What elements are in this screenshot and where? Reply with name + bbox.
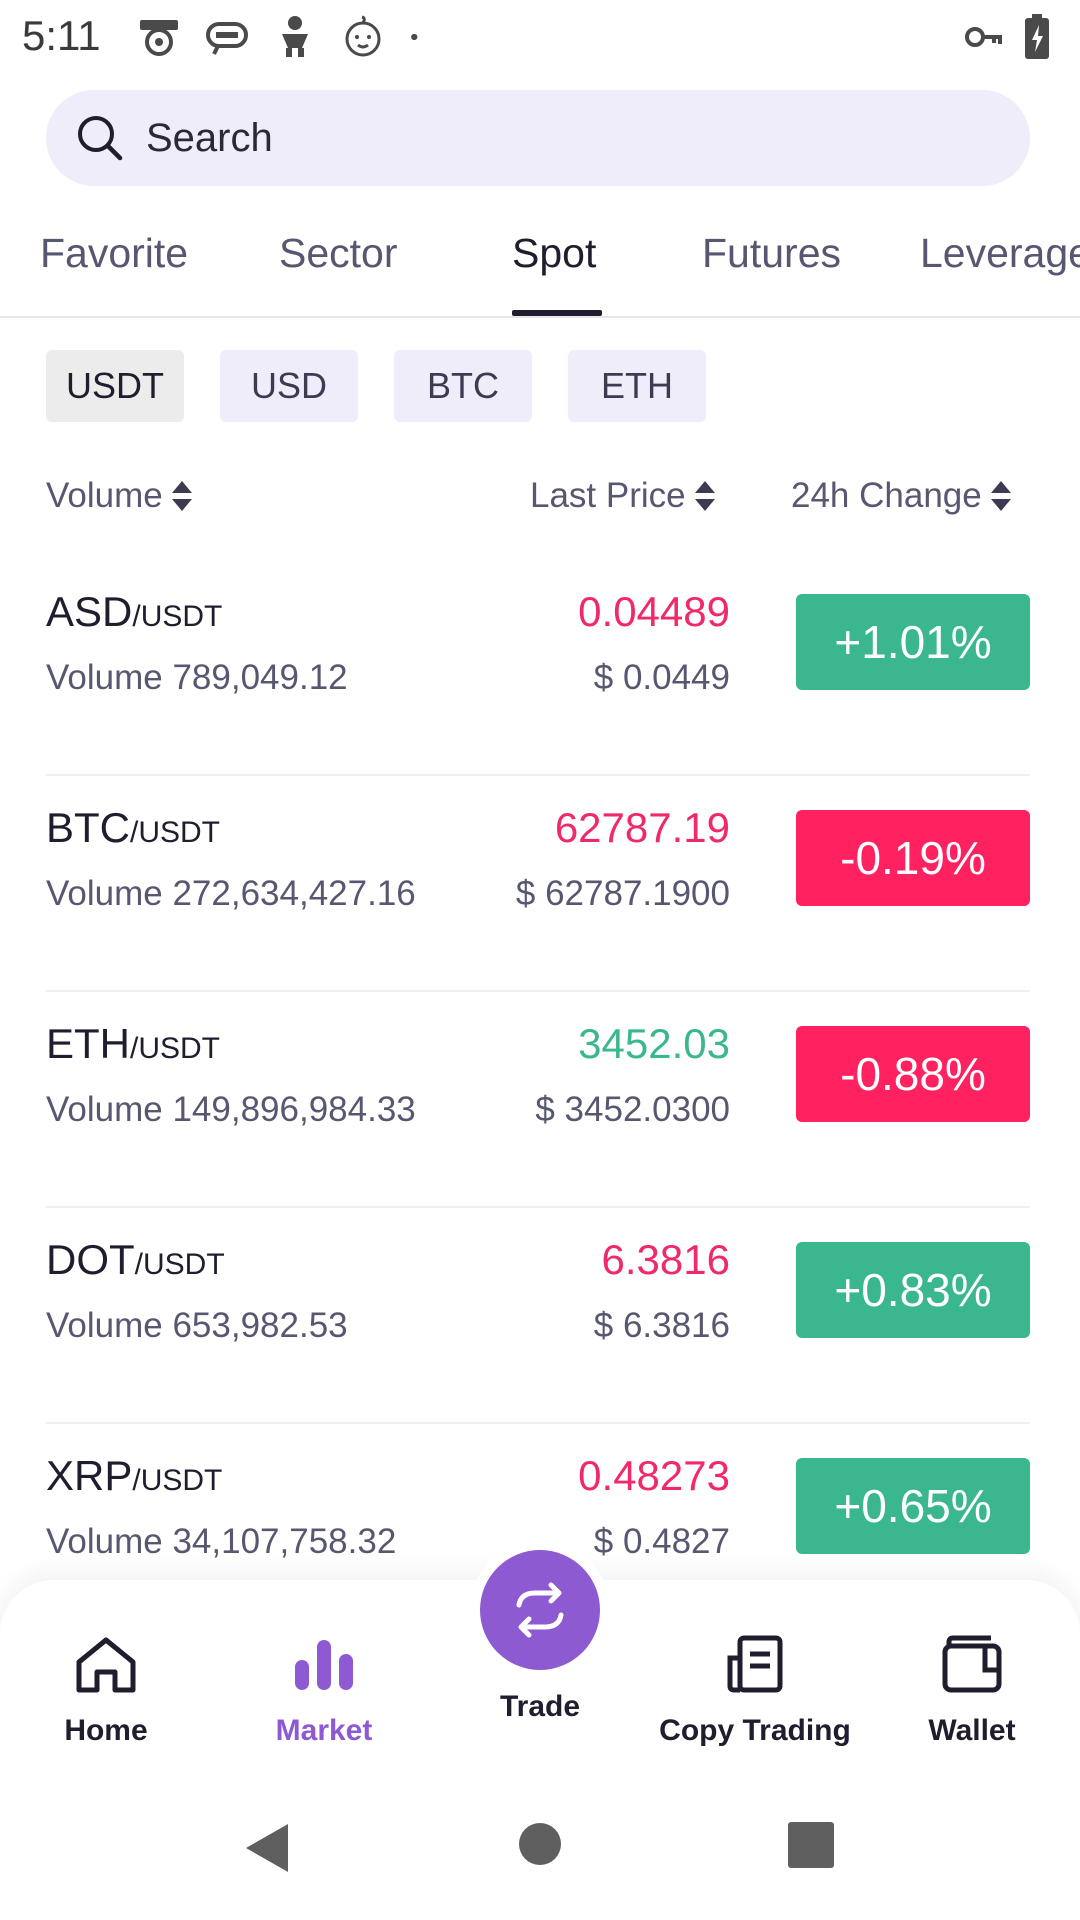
- pair-name: ETH/USDT: [46, 1020, 220, 1068]
- tab-favorite[interactable]: Favorite: [40, 230, 189, 276]
- pair-name: DOT/USDT: [46, 1236, 225, 1284]
- change-badge: +1.01%: [796, 594, 1030, 690]
- sort-icon: [694, 481, 715, 511]
- nav-trade-label: Trade: [499, 1690, 581, 1723]
- change-badge: +0.65%: [796, 1458, 1030, 1554]
- quote-currency-chips: USDT USD BTC ETH: [46, 350, 706, 422]
- market-tabs: Favorite Sector Spot Futures Leverage: [0, 220, 1080, 318]
- change-badge: +0.83%: [796, 1242, 1030, 1338]
- quote-symbol: /USDT: [134, 1248, 225, 1281]
- quote-symbol: /USDT: [130, 1032, 220, 1065]
- pair-name: XRP/USDT: [46, 1452, 222, 1500]
- volume-text: Volume 149,896,984.33: [46, 1090, 416, 1129]
- nav-market[interactable]: Market: [224, 1630, 424, 1748]
- sort-24h-change[interactable]: 24h Change: [791, 476, 1012, 516]
- notification-icons: [136, 14, 432, 60]
- trade-button[interactable]: [480, 1550, 600, 1670]
- home-circle-icon[interactable]: [518, 1822, 562, 1866]
- nav-home[interactable]: Home: [6, 1630, 206, 1748]
- chip-usd[interactable]: USD: [220, 350, 358, 422]
- tab-sector[interactable]: Sector: [279, 230, 398, 276]
- last-price: 0.04489: [578, 588, 730, 635]
- volume-text: Volume 272,634,427.16: [46, 874, 416, 913]
- home-icon: [76, 1637, 136, 1693]
- sort-last-price[interactable]: Last Price: [530, 476, 716, 516]
- fiat-price: $ 62787.1900: [515, 874, 730, 913]
- status-bar: 5:11: [0, 0, 1080, 78]
- tab-futures[interactable]: Futures: [702, 230, 841, 276]
- wallet-icon: [942, 1635, 1002, 1693]
- fiat-price: $ 6.3816: [593, 1306, 730, 1345]
- search-input[interactable]: [146, 115, 946, 161]
- change-badge: -0.19%: [796, 810, 1030, 906]
- quote-symbol: /USDT: [132, 600, 223, 633]
- pair-name: BTC/USDT: [46, 804, 220, 852]
- search-bar[interactable]: [46, 90, 1030, 186]
- base-symbol: ASD: [46, 588, 133, 635]
- active-tab-indicator: [512, 310, 602, 316]
- quote-symbol: /USDT: [130, 816, 220, 849]
- market-icon: [295, 1640, 353, 1690]
- dot-icon: [411, 33, 418, 41]
- tab-spot[interactable]: Spot: [512, 230, 597, 276]
- sort-icon: [990, 481, 1011, 511]
- fiat-price: $ 0.0449: [593, 658, 730, 697]
- quote-symbol: /USDT: [132, 1464, 223, 1497]
- market-row[interactable]: DOT/USDT Volume 653,982.53 6.3816 $ 6.38…: [46, 1208, 1030, 1424]
- fiat-price: $ 3452.0300: [535, 1090, 730, 1129]
- nav-copy-trading[interactable]: Copy Trading: [655, 1630, 855, 1748]
- copy-trading-icon: [727, 1635, 783, 1693]
- pair-name: ASD/USDT: [46, 588, 222, 636]
- market-row[interactable]: XRP/USDT Volume 34,107,758.32 0.48273 $ …: [46, 1424, 1030, 1640]
- sort-volume[interactable]: Volume: [46, 476, 193, 516]
- trade-swap-icon: [516, 1582, 564, 1638]
- fiat-price: $ 0.4827: [593, 1522, 730, 1561]
- face-notification-icon: [345, 15, 381, 57]
- battery-charging-icon: [1025, 14, 1049, 59]
- last-price: 62787.19: [554, 804, 730, 851]
- camera-notification-icon: [140, 20, 178, 56]
- search-icon: [78, 116, 123, 161]
- column-headers: Volume Last Price 24h Change: [0, 470, 1080, 520]
- nav-wallet-label: Wallet: [928, 1714, 1016, 1747]
- nav-market-label: Market: [275, 1714, 373, 1747]
- change-badge: -0.88%: [796, 1026, 1030, 1122]
- status-right: [964, 14, 1050, 60]
- baby-notification-icon: [282, 16, 308, 57]
- sort-icon: [171, 481, 192, 511]
- chip-btc[interactable]: BTC: [394, 350, 532, 422]
- system-navigation-bar: [0, 1770, 1080, 1920]
- recents-icon[interactable]: [788, 1822, 834, 1868]
- base-symbol: BTC: [46, 804, 130, 851]
- market-row[interactable]: BTC/USDT Volume 272,634,427.16 62787.19 …: [46, 776, 1030, 992]
- game-notification-icon: [206, 22, 248, 55]
- last-price: 3452.03: [578, 1020, 730, 1067]
- market-list: ASD/USDT Volume 789,049.12 0.04489 $ 0.0…: [46, 560, 1030, 1640]
- market-row[interactable]: ASD/USDT Volume 789,049.12 0.04489 $ 0.0…: [46, 560, 1030, 776]
- volume-header-label: Volume: [46, 476, 163, 515]
- nav-wallet[interactable]: Wallet: [872, 1630, 1072, 1748]
- vpn-key-icon: [965, 27, 1002, 47]
- bottom-navigation: Home Market Trade Copy Trading: [0, 1550, 1080, 1770]
- market-row[interactable]: ETH/USDT Volume 149,896,984.33 3452.03 $…: [46, 992, 1030, 1208]
- volume-text: Volume 789,049.12: [46, 658, 348, 697]
- last-price: 6.3816: [601, 1236, 730, 1283]
- nav-copy-trading-label: Copy Trading: [659, 1714, 851, 1747]
- status-time: 5:11: [22, 12, 101, 59]
- nav-home-label: Home: [64, 1714, 148, 1747]
- base-symbol: ETH: [46, 1020, 130, 1067]
- last-price-header-label: Last Price: [530, 476, 686, 515]
- nav-trade[interactable]: Trade: [480, 1550, 600, 1724]
- base-symbol: DOT: [46, 1236, 135, 1283]
- last-price: 0.48273: [578, 1452, 730, 1499]
- chip-eth[interactable]: ETH: [568, 350, 706, 422]
- chip-usdt[interactable]: USDT: [46, 350, 184, 422]
- volume-text: Volume 34,107,758.32: [46, 1522, 397, 1561]
- tab-leverage[interactable]: Leverage: [920, 230, 1080, 276]
- back-icon[interactable]: [244, 1822, 290, 1874]
- base-symbol: XRP: [46, 1452, 133, 1499]
- change-header-label: 24h Change: [791, 476, 982, 515]
- volume-text: Volume 653,982.53: [46, 1306, 348, 1345]
